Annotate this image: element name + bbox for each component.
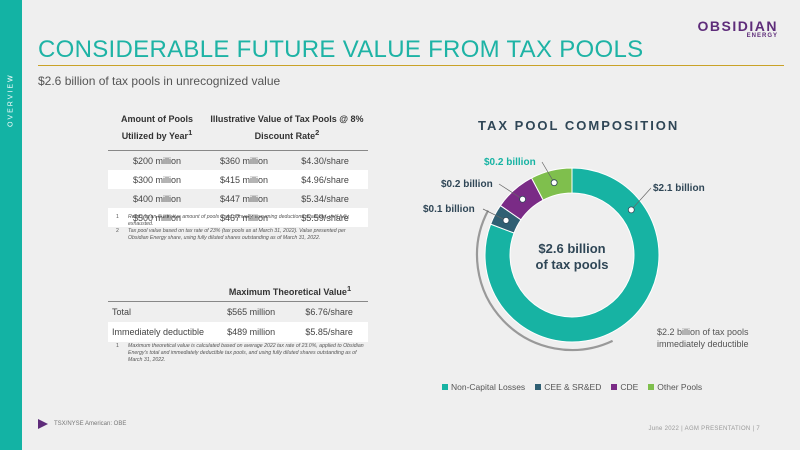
- table-cell: $6.76/share: [305, 307, 353, 317]
- table-cell: $467 million: [220, 212, 269, 223]
- center-label: of tax pools: [536, 257, 609, 272]
- table-row: Total $565 million $6.76/share: [108, 302, 368, 323]
- table-cell: $5.34/share: [301, 193, 349, 204]
- legend-item: CDE: [611, 382, 638, 392]
- table-cell: $5.85/share: [305, 327, 353, 337]
- slice-value-label: $0.2 billion: [441, 179, 493, 190]
- logo-mark-icon: [38, 419, 48, 429]
- table-cell: Total: [112, 307, 132, 317]
- chart-legend: Non-Capital Losses CEE & SR&ED CDE Other…: [442, 382, 702, 392]
- company-logo: OBSIDIAN ENERGY: [698, 18, 778, 39]
- leader-line: [631, 187, 652, 211]
- leader-line: [482, 208, 507, 221]
- table-cell: $500 million: [132, 212, 181, 223]
- table-cell: $360 million: [220, 155, 269, 166]
- legend-swatch: [442, 384, 448, 390]
- table-header-value: Illustrative Value of Tax Pools @ 8% Dis…: [210, 114, 364, 141]
- footer-ticker: TSX/NYSE American: OBE: [38, 419, 126, 429]
- table-row: $400 million $447 million $5.34/share: [108, 189, 368, 208]
- table-cell: $565 million: [227, 307, 276, 317]
- legend-swatch: [648, 384, 655, 390]
- sidebar: OVERVIEW: [0, 0, 22, 450]
- table-cell: $300 million: [132, 174, 181, 185]
- table-cell: $447 million: [220, 193, 269, 204]
- footer-page-info: June 2022 | AGM PRESENTATION | 7: [648, 426, 760, 432]
- table1-footnotes: 1 Refers to an illustrative amount of poo…: [116, 214, 366, 242]
- table-cell: $4.30/share: [301, 155, 349, 166]
- leader-line: [541, 161, 555, 183]
- slice-value-label: $0.2 billion: [484, 157, 536, 168]
- page-subtitle: $2.6 billion of tax pools in unrecognize…: [38, 74, 281, 88]
- page-title: CONSIDERABLE FUTURE VALUE FROM TAX POOLS: [38, 36, 644, 63]
- max-value-table: Maximum Theoretical Value1 Total $565 mi…: [108, 282, 368, 342]
- table-header-pools: Amount of Pools Utilized by Year1: [120, 114, 193, 141]
- deductible-annotation: immediately deductible: [657, 339, 749, 349]
- chart-title: TAX POOL COMPOSITION: [478, 118, 680, 133]
- legend-swatch: [535, 384, 542, 390]
- slice-value-label: $2.1 billion: [653, 183, 705, 194]
- deductible-bracket-arc: [475, 209, 614, 352]
- table-cell: $489 million: [227, 327, 276, 337]
- table-cell: $200 million: [132, 155, 181, 166]
- table-row: $200 million $360 million $4.30/share: [108, 151, 368, 171]
- table2-footnotes: 1 Maximum theoretical value is calculated…: [116, 343, 366, 364]
- logo-sub: ENERGY: [746, 33, 778, 39]
- table-header-row: Amount of Pools Utilized by Year1 Illust…: [108, 112, 368, 151]
- pool-value-table: Amount of Pools Utilized by Year1 Illust…: [108, 112, 368, 227]
- legend-item: CEE & SR&ED: [535, 382, 601, 392]
- table-row: Immediately deductible $489 million $5.8…: [108, 322, 368, 342]
- table-cell: Immediately deductible: [112, 327, 205, 337]
- table-cell: $400 million: [132, 193, 181, 204]
- table-row: $300 million $415 million $4.96/share: [108, 170, 368, 189]
- center-label: $2.6 billion: [538, 241, 605, 256]
- table-cell: $415 million: [220, 174, 269, 185]
- footnote: 2 Tax pool value based on tax rate of 23%…: [116, 228, 346, 241]
- donut-slice-1: [484, 167, 660, 343]
- legend-item: Non-Capital Losses: [442, 382, 525, 392]
- slice-value-label: $0.1 billion: [423, 204, 475, 215]
- table-header-row: Maximum Theoretical Value1: [108, 282, 368, 302]
- leader-line: [498, 183, 523, 200]
- slice-marker: [627, 206, 635, 214]
- title-divider: [38, 65, 784, 66]
- slice-marker: [550, 179, 558, 187]
- deductible-annotation: $2.2 billion of tax pools: [657, 327, 749, 337]
- legend-swatch: [611, 384, 618, 390]
- table-row: $500 million $467 million $5.59/share: [108, 208, 368, 227]
- slice-marker: [519, 195, 526, 203]
- slice-marker: [502, 216, 510, 224]
- logo-main: OBSIDIAN: [697, 18, 778, 34]
- table-cell: $4.96/share: [301, 174, 349, 185]
- table-cell: $5.59/share: [301, 212, 349, 223]
- table-header-max-value: Maximum Theoretical Value1: [228, 284, 352, 297]
- legend-item: Other Pools: [648, 382, 702, 392]
- footnote: 1 Refers to an illustrative amount of poo…: [116, 214, 349, 227]
- footnote: 1 Maximum theoretical value is calculated…: [116, 343, 364, 363]
